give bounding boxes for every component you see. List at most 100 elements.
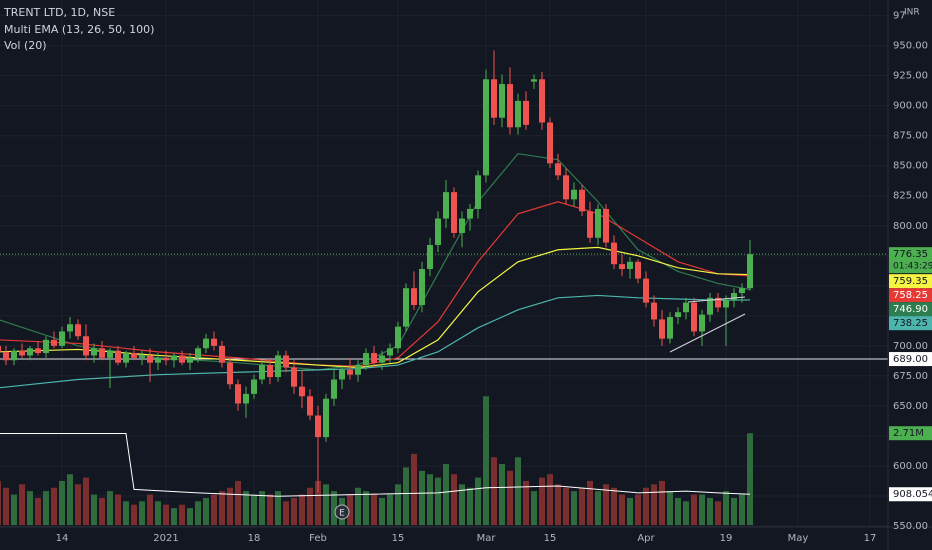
y-tick-label: 550.00 <box>893 521 928 532</box>
candle-body <box>475 175 481 209</box>
volume-label-box <box>889 426 932 441</box>
candle-body <box>107 350 113 358</box>
volume-bar <box>91 494 97 525</box>
candle-body <box>515 100 521 128</box>
volume-bar <box>531 491 537 525</box>
volume-bar <box>259 491 265 525</box>
candle-body <box>355 365 361 375</box>
volume-bar <box>419 470 425 525</box>
candle-body <box>547 122 553 164</box>
volume-bar <box>507 470 513 525</box>
volume-bar <box>99 497 105 525</box>
volume-bar <box>643 487 649 525</box>
volume-bar <box>75 484 81 525</box>
volume-bar <box>523 480 529 525</box>
earnings-marker <box>334 504 350 520</box>
candle-body <box>483 79 489 176</box>
y-tick-label: 900.00 <box>893 101 928 112</box>
candle-body <box>747 254 753 289</box>
candle-body <box>339 369 345 380</box>
volume-bar <box>291 497 297 525</box>
volume-bar <box>83 477 89 525</box>
volume-bar <box>203 497 209 525</box>
candle-body <box>707 297 713 315</box>
candle-body <box>43 339 49 354</box>
volume-bar <box>547 474 553 525</box>
ema-label-box <box>889 288 932 303</box>
volume-bar <box>651 484 657 525</box>
volume-bar <box>51 487 57 525</box>
volume-bar <box>363 491 369 525</box>
candle-body <box>147 355 153 363</box>
volume-bar <box>275 491 281 525</box>
volume-bar <box>235 480 241 525</box>
candle-body <box>563 175 569 200</box>
volume-bar <box>219 491 225 525</box>
volume-bar <box>667 491 673 525</box>
horizontal-line-label: 689.00 <box>893 354 928 365</box>
volume-bar <box>699 494 705 525</box>
candle-body <box>459 218 465 233</box>
x-tick-label: 15 <box>544 533 557 544</box>
candle-body <box>363 353 369 366</box>
candle-body <box>75 324 81 337</box>
volume-bar <box>459 484 465 525</box>
candle-body <box>715 297 721 308</box>
volume-bar <box>635 494 641 525</box>
candle-body <box>59 331 65 346</box>
volume-bar <box>131 504 137 525</box>
x-tick-label: 14 <box>56 533 69 544</box>
volume-bar <box>147 494 153 525</box>
volume-bar <box>619 494 625 525</box>
volume-bar <box>483 396 489 525</box>
candle-body <box>211 338 217 346</box>
ema-label: 758.25 <box>893 290 928 301</box>
volume-bar <box>35 497 41 525</box>
candle-body <box>187 357 193 363</box>
volume-bar <box>443 464 449 525</box>
candle-body <box>179 355 185 363</box>
candle-body <box>251 379 257 394</box>
candle-body <box>195 348 201 358</box>
candle-body <box>499 84 505 118</box>
volume-bar <box>435 477 441 525</box>
volume-ma-line <box>0 433 751 497</box>
candle-body <box>651 302 657 320</box>
x-tick-label: 2021 <box>153 533 178 544</box>
candle-body <box>603 208 609 243</box>
ema-label-box <box>889 316 932 331</box>
volume-bar <box>627 497 633 525</box>
last-price-label: 776.35 <box>893 249 928 260</box>
indicator: Vol (20) <box>4 39 47 52</box>
x-tick-label: Mar <box>477 533 497 544</box>
volume-bar <box>11 494 17 525</box>
volume-bar <box>539 477 545 525</box>
candle-body <box>267 365 273 378</box>
volume-bar <box>115 494 121 525</box>
x-tick-label: 19 <box>720 533 733 544</box>
volume-bar <box>723 491 729 525</box>
candle-body <box>411 288 417 306</box>
volume-bar <box>307 487 313 525</box>
candle-body <box>435 218 441 245</box>
candle-body <box>163 357 169 361</box>
candle-body <box>635 261 641 279</box>
price-pane <box>0 50 888 493</box>
volume-bar <box>659 480 665 525</box>
volume-bar <box>515 457 521 525</box>
volume-bar <box>243 491 249 525</box>
candle-body <box>539 79 545 123</box>
y-tick-label: 650.00 <box>893 401 928 412</box>
volume-bar <box>155 501 161 525</box>
volume-bar <box>123 501 129 525</box>
candle-body <box>403 288 409 327</box>
candle-body <box>467 208 473 219</box>
volume-bar <box>163 504 169 525</box>
volume-bar <box>475 477 481 525</box>
volume-bar <box>283 501 289 525</box>
candle-body <box>579 189 585 212</box>
candle-body <box>259 365 265 380</box>
volume-bar <box>411 453 417 525</box>
volume-bar <box>731 497 737 525</box>
candle-body <box>219 345 225 363</box>
